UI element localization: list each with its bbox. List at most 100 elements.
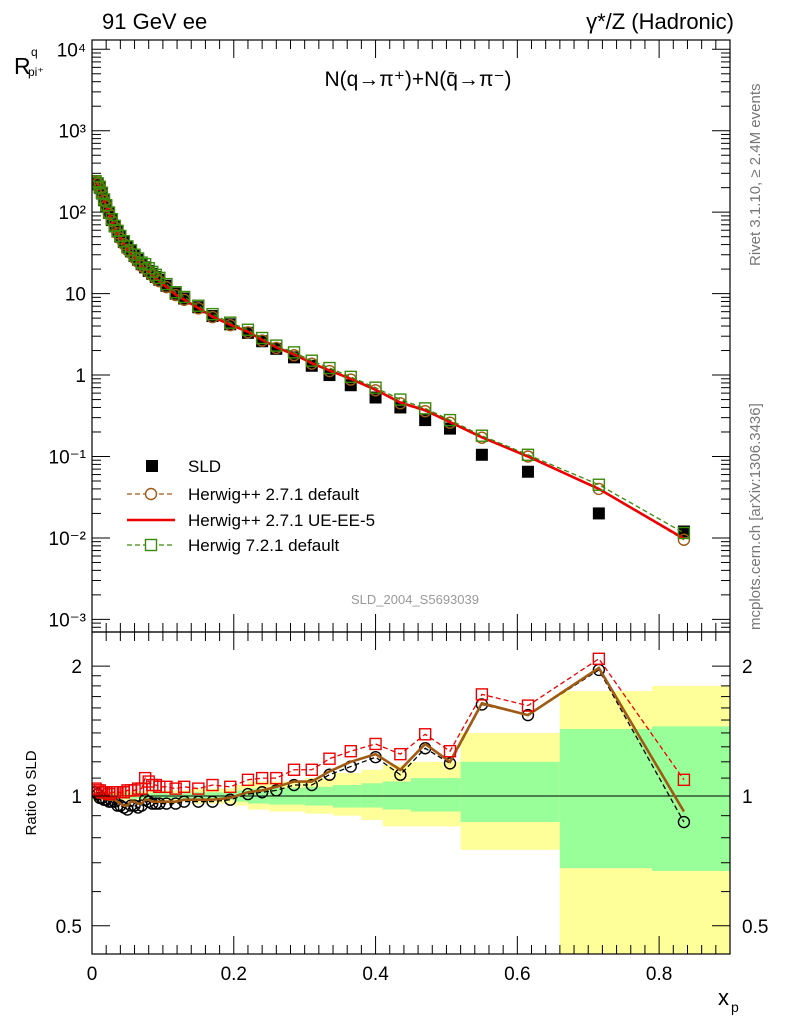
main-point-herwig-721 [224, 316, 237, 329]
main-point-herwig-721 [270, 339, 283, 352]
main-ticks: 10⁻³ 10⁻² 10⁻¹ 1 10 10² 10³ 10⁴ [49, 40, 731, 632]
ratio-y-axis-label: Ratio to SLD [23, 750, 40, 835]
y-axis-label-sub: pi⁺ [28, 65, 44, 79]
ratio-point-herwig-default [160, 797, 173, 810]
main-point-herwig-721 [287, 346, 301, 359]
ratio-point-herwig-default [192, 795, 205, 808]
main-point-herwig-721 [206, 307, 219, 321]
ratio-point-herwig-default [305, 778, 318, 792]
ratio-y-tick-label-right: 0.5 [742, 917, 768, 938]
main-line-3 [95, 180, 685, 534]
ratio-point-herwig-default [169, 797, 182, 810]
ratio-point-herwig-default [287, 778, 301, 792]
main-point-herwig-721 [124, 244, 138, 257]
ratio-point-herwig-721 [521, 699, 535, 712]
legend-label-1: Herwig++ 2.7.1 default [188, 485, 359, 504]
main-point-herwig-721 [323, 361, 336, 375]
main-y-tick-label: 10⁻² [49, 529, 87, 550]
main-point-herwig-721 [344, 370, 357, 384]
header-left: 91 GeV ee [102, 9, 207, 34]
rivet-label: Rivet 3.1.10, ≥ 2.4M events [747, 84, 764, 267]
ratio-point-herwig-721 [255, 771, 269, 785]
x-axis-label-sub: p [731, 999, 739, 1015]
main-point-herwig-721 [305, 354, 318, 367]
main-point-sld [475, 448, 488, 461]
main-point-herwig-721 [128, 248, 141, 261]
main-point-herwig-721 [121, 240, 134, 253]
ratio-point-herwig-721 [323, 752, 336, 765]
ratio-point-herwig-721 [305, 763, 318, 776]
ratio-frame [91, 631, 731, 955]
x-axis-label-x: x [718, 985, 729, 1010]
source-label: mcplots.cern.ch [arXiv:1306.3436] [747, 403, 764, 630]
legend-marker-herwig-721 [144, 538, 158, 552]
main-point-herwig-721 [418, 402, 432, 415]
legend-label-2: Herwig++ 2.7.1 UE-EE-5 [188, 511, 375, 530]
main-point-herwig-721 [95, 186, 109, 199]
x-tick-label: 0 [87, 964, 98, 985]
legend-marker-sld [146, 460, 158, 472]
band-inner [411, 778, 461, 812]
ratio-ticks: 0.5 0.5 1 1 2 2 0 0.2 0.4 0.6 0.8 [56, 632, 768, 985]
ratio-point-herwig-721 [418, 728, 432, 741]
ratio-panel: 0.5 0.5 1 1 2 2 0 0.2 0.4 0.6 0.8 Ratio to SLD x p [23, 631, 768, 1015]
main-point-herwig-721 [149, 268, 163, 282]
ratio-point-herwig-721 [369, 737, 382, 751]
y-axis-label-sup: q [31, 45, 38, 59]
main-point-herwig-721 [138, 257, 152, 271]
main-point-herwig-721 [394, 393, 407, 406]
main-point-herwig-721 [255, 331, 269, 345]
x-tick-label: 0.4 [362, 964, 389, 985]
legend: SLD Herwig++ 2.7.1 default Herwig++ 2.7.1 … [127, 457, 375, 555]
ratio-point-herwig-721 [475, 688, 489, 701]
ratio-point-herwig-721 [153, 780, 166, 794]
ratio-y-tick-label: 0.5 [56, 917, 82, 938]
band-inner [652, 726, 730, 871]
ratio-point-herwig-721 [270, 771, 283, 785]
main-point-herwig-721 [241, 323, 255, 336]
ratio-y-tick-label-right: 2 [742, 657, 753, 678]
ratio-point-herwig-default [224, 793, 237, 806]
legend-label-3: Herwig 7.2.1 default [188, 536, 339, 555]
ratio-y-tick-label: 1 [71, 787, 82, 808]
main-point-herwig-721 [592, 478, 606, 491]
ratio-point-herwig-default [677, 815, 691, 829]
main-point-herwig-721 [192, 299, 205, 312]
band-inner [559, 728, 653, 869]
ratio-point-herwig-default [270, 784, 283, 797]
ratio-point-herwig-721 [443, 744, 457, 758]
ratio-point-herwig-721 [344, 744, 357, 758]
ratio-point-herwig-default [521, 708, 535, 722]
ratio-point-herwig-721 [138, 771, 152, 785]
main-point-herwig-721 [99, 198, 113, 212]
band-inner [460, 761, 560, 823]
main-panel: 10⁻³ 10⁻² 10⁻¹ 1 10 10² 10³ 10⁴ N(q→π⁺)+N(q̄→π⁻… [14, 39, 731, 633]
ratio-point-herwig-721 [177, 780, 191, 794]
y-axis-label-R: R [14, 53, 31, 79]
ratio-point-herwig-721 [206, 778, 219, 792]
ratio-point-herwig-default [146, 797, 159, 810]
main-point-herwig-721 [177, 290, 191, 304]
x-tick-label: 0.2 [221, 964, 247, 985]
ratio-point-herwig-721 [192, 782, 205, 795]
main-point-herwig-721 [521, 448, 535, 461]
ratio-point-herwig-721 [169, 782, 182, 795]
main-y-tick-label: 10² [59, 203, 86, 224]
ratio-point-herwig-721 [677, 773, 691, 787]
header-right: γ*/Z (Hadronic) [586, 9, 734, 34]
x-tick-label: 0.8 [646, 964, 672, 985]
main-point-herwig-721 [142, 262, 155, 275]
legend-marker-herwig-default [144, 487, 158, 501]
main-point-herwig-721 [369, 381, 382, 394]
main-point-herwig-721 [160, 277, 173, 291]
ratio-point-herwig-default [153, 797, 166, 810]
x-tick-label: 0.6 [504, 964, 530, 985]
main-y-axis-label: R q pi⁺ [14, 45, 44, 79]
main-series-layer [92, 175, 691, 546]
main-point-herwig-721 [169, 286, 182, 299]
main-y-tick-label: 10³ [59, 122, 86, 143]
main-point-herwig-default [677, 533, 691, 546]
main-point-herwig-721 [102, 206, 116, 219]
ratio-point-herwig-721 [224, 780, 237, 794]
